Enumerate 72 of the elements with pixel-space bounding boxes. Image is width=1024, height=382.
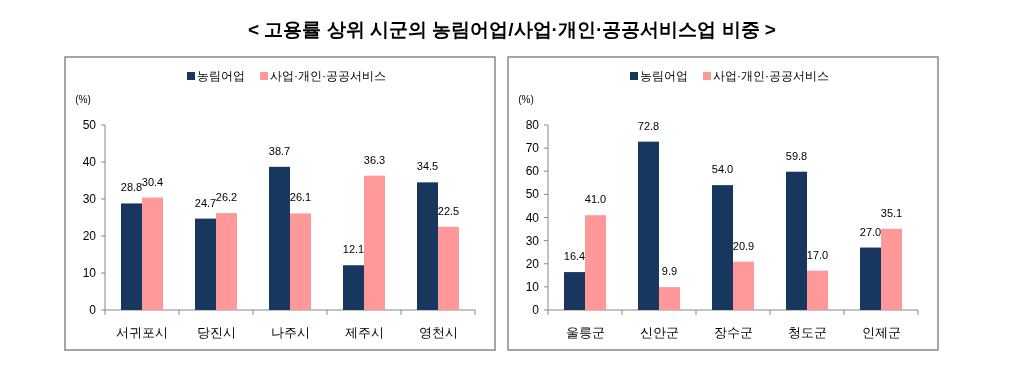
bar bbox=[786, 171, 807, 310]
data-label: 9.9 bbox=[661, 265, 678, 278]
x-tick-label: 장수군 bbox=[713, 325, 753, 340]
y-tick-label: 20 bbox=[82, 229, 97, 243]
y-axis-title: (%) bbox=[75, 94, 91, 105]
y-tick-label: 10 bbox=[525, 279, 540, 294]
y-tick-label: 80 bbox=[525, 118, 540, 132]
bar bbox=[121, 203, 142, 310]
data-label: 24.7 bbox=[194, 196, 217, 209]
bar bbox=[807, 270, 828, 310]
bar bbox=[142, 197, 163, 310]
bar bbox=[585, 215, 606, 310]
y-tick-label: 60 bbox=[525, 164, 540, 179]
data-label: 22.5 bbox=[437, 204, 460, 217]
bar bbox=[195, 218, 216, 310]
data-label: 28.8 bbox=[120, 181, 143, 194]
data-label: 26.2 bbox=[215, 191, 238, 204]
x-tick-label: 서귀포시 bbox=[116, 325, 168, 340]
y-tick-label: 0 bbox=[89, 303, 97, 317]
x-tick-label: 당진시 bbox=[196, 325, 236, 340]
data-label: 34.5 bbox=[416, 160, 439, 173]
y-tick-label: 30 bbox=[525, 233, 540, 248]
x-tick-label: 울릉군 bbox=[565, 325, 605, 340]
y-tick-label: 40 bbox=[82, 155, 97, 169]
legend-label: 농림어업 bbox=[197, 69, 245, 83]
data-label: 30.4 bbox=[141, 175, 164, 188]
bar bbox=[659, 287, 680, 310]
bar bbox=[290, 213, 311, 310]
y-tick-label: 20 bbox=[525, 256, 540, 271]
x-tick-label: 신안군 bbox=[639, 325, 679, 340]
y-tick-label: 0 bbox=[532, 303, 540, 317]
legend-label: 사업·개인·공공서비스 bbox=[270, 69, 386, 83]
data-label: 38.7 bbox=[268, 144, 291, 157]
bar bbox=[438, 226, 459, 310]
y-tick-label: 50 bbox=[82, 118, 97, 132]
data-label: 59.8 bbox=[785, 149, 808, 162]
data-label: 41.0 bbox=[584, 193, 607, 206]
x-tick-label: 인제군 bbox=[861, 325, 901, 340]
bar bbox=[881, 228, 902, 310]
bar bbox=[417, 182, 438, 310]
y-tick-label: 40 bbox=[525, 210, 540, 225]
x-tick-label: 영천시 bbox=[418, 325, 458, 340]
bar bbox=[860, 247, 881, 310]
data-label: 35.1 bbox=[880, 206, 903, 219]
y-tick-label: 50 bbox=[525, 187, 540, 202]
y-tick-label: 30 bbox=[82, 192, 97, 206]
x-tick-label: 나주시 bbox=[270, 325, 310, 340]
bar bbox=[269, 166, 290, 310]
data-label: 54.0 bbox=[711, 163, 734, 176]
bar bbox=[216, 213, 237, 310]
data-label: 72.8 bbox=[637, 119, 660, 132]
bar bbox=[712, 185, 733, 310]
bar bbox=[733, 261, 754, 310]
x-tick-label: 제주시 bbox=[344, 325, 384, 340]
legend-label: 농림어업 bbox=[640, 69, 688, 83]
bar bbox=[638, 141, 659, 310]
y-axis-title: (%) bbox=[518, 94, 534, 105]
y-tick-label: 10 bbox=[82, 266, 97, 280]
data-label: 27.0 bbox=[859, 225, 882, 238]
x-tick-label: 청도군 bbox=[787, 325, 827, 340]
data-label: 36.3 bbox=[363, 153, 386, 166]
data-label: 16.4 bbox=[563, 250, 586, 263]
bar bbox=[343, 265, 364, 310]
data-label: 17.0 bbox=[806, 248, 829, 261]
data-label: 12.1 bbox=[342, 243, 365, 256]
data-label: 26.1 bbox=[289, 191, 312, 204]
data-label: 20.9 bbox=[732, 239, 755, 252]
bar bbox=[564, 272, 585, 310]
chart-title: < 고용률 상위 시군의 농림어업/사업·개인·공공서비스업 비중 > bbox=[248, 19, 776, 40]
bar bbox=[364, 175, 385, 310]
y-tick-label: 70 bbox=[525, 141, 540, 156]
legend-label: 사업·개인·공공서비스 bbox=[713, 69, 829, 83]
